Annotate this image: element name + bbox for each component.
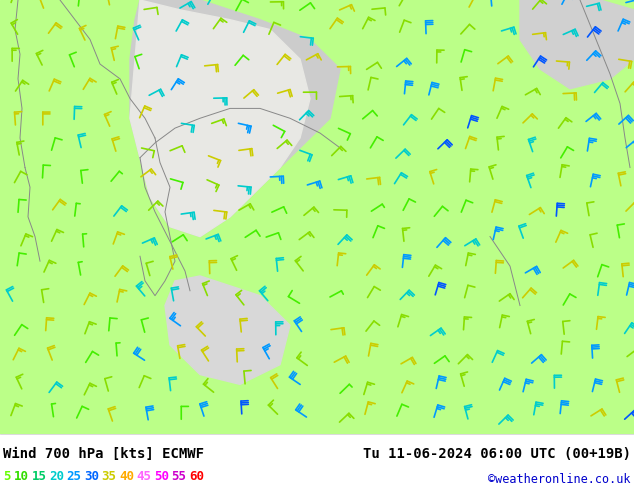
- Polygon shape: [520, 0, 634, 89]
- Text: 45: 45: [136, 469, 152, 483]
- Text: Tu 11-06-2024 06:00 UTC (00+19B): Tu 11-06-2024 06:00 UTC (00+19B): [363, 447, 631, 462]
- Text: 25: 25: [67, 469, 82, 483]
- Polygon shape: [240, 242, 265, 261]
- Text: 10: 10: [14, 469, 29, 483]
- Polygon shape: [130, 0, 340, 237]
- Text: 35: 35: [101, 469, 117, 483]
- Text: 5: 5: [3, 469, 11, 483]
- Text: 30: 30: [84, 469, 99, 483]
- Polygon shape: [165, 276, 290, 384]
- Text: 50: 50: [154, 469, 169, 483]
- Polygon shape: [130, 0, 310, 237]
- Text: 20: 20: [49, 469, 64, 483]
- Text: 60: 60: [189, 469, 204, 483]
- Text: 40: 40: [119, 469, 134, 483]
- Text: Wind 700 hPa [kts] ECMWF: Wind 700 hPa [kts] ECMWF: [3, 447, 204, 462]
- Text: 15: 15: [32, 469, 46, 483]
- Text: ©weatheronline.co.uk: ©weatheronline.co.uk: [489, 473, 631, 486]
- Text: 55: 55: [172, 469, 186, 483]
